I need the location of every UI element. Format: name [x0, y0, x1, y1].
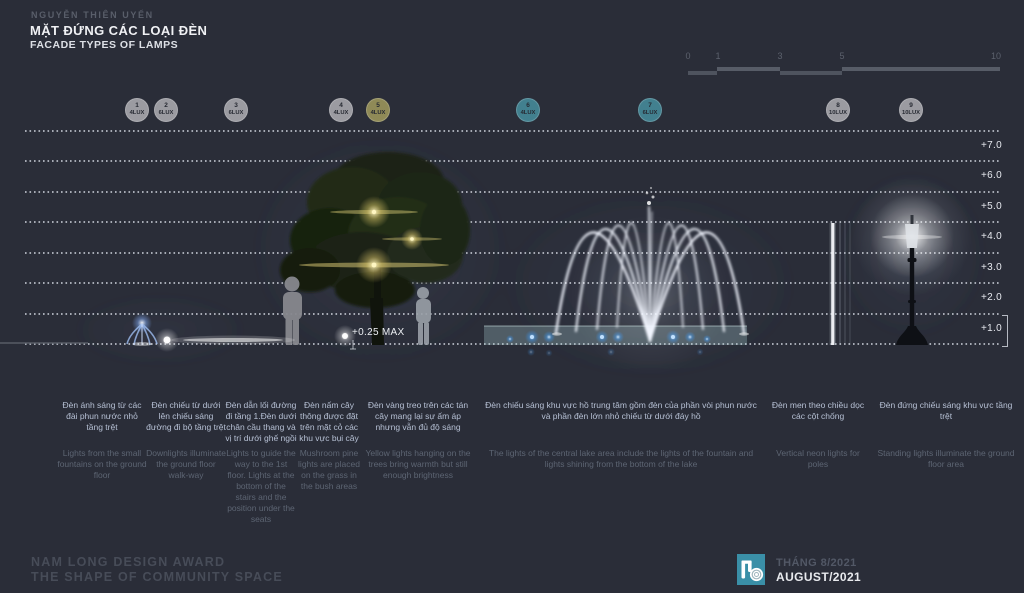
author-name: NGUYỄN THIÊN UYỂN — [31, 10, 154, 20]
badge-number: 1 — [135, 102, 139, 110]
badge-number: 9 — [909, 102, 913, 110]
badge-lux: 10LUX — [828, 109, 848, 116]
elevation-label: +7.0 — [981, 140, 1002, 151]
elevation-label: +5.0 — [981, 201, 1002, 212]
award-title: NAM LONG DESIGN AWARD — [31, 555, 226, 569]
elevation-label: +3.0 — [981, 262, 1002, 273]
lux-badge-5: 5 4LUX — [366, 98, 390, 122]
legend-text-vi: Đèn chiếu sáng khu vực hồ trung tâm gồm … — [485, 400, 757, 421]
scale-tick: 1 — [715, 51, 721, 61]
badge-lux: 4LUX — [129, 109, 145, 116]
legend-column-3: Đèn dẫn lối đường đi tầng 1.Đèn dưới châ… — [225, 400, 297, 525]
badge-lux: 4LUX — [370, 109, 386, 116]
human-silhouette-left — [283, 276, 302, 345]
legend-column-1: Đèn ánh sáng từ các đài phun nước nhỏ tầ… — [57, 400, 147, 481]
lux-badge-6: 6 4LUX — [516, 98, 540, 122]
badge-lux: 6LUX — [228, 109, 244, 116]
badge-lux: 6LUX — [158, 109, 174, 116]
page-subtitle: FACADE TYPES OF LAMPS — [30, 39, 179, 51]
legend-text-en: Vertical neon lights for poles — [776, 448, 860, 469]
badge-lux: 4LUX — [520, 109, 536, 116]
award-logo — [737, 554, 765, 585]
legend-text-vi: Đèn men theo chiều dọc các cột chống — [771, 400, 865, 421]
standing-lamp-illustration — [852, 176, 972, 345]
legend-column-6: Đèn chiếu sáng khu vực hồ trung tâm gồm … — [484, 400, 758, 470]
legend-text-vi: Đèn dẫn lối đường đi tầng 1.Đèn dưới châ… — [225, 400, 297, 443]
legend-text-vi: Đèn nấm cây thông được đặt trên mặt cỏ c… — [299, 400, 359, 443]
page-title: MẶT ĐỨNG CÁC LOẠI ĐÈN — [30, 23, 208, 38]
legend-column-4: Đèn nấm cây thông được đặt trên mặt cỏ c… — [296, 400, 362, 492]
badge-number: 2 — [164, 102, 168, 110]
small-fountain-illustration — [126, 313, 158, 346]
legend-text-en: Lights to guide the way to the 1st floor… — [226, 448, 296, 524]
legend-text-en: The lights of the central lake area incl… — [488, 448, 754, 469]
legend-column-7: Đèn men theo chiều dọc các cột chống Ver… — [766, 400, 870, 470]
scale-tick: 3 — [777, 51, 783, 61]
elevation-label: +6.0 — [981, 170, 1002, 181]
lux-badge-9: 9 10LUX — [899, 98, 923, 122]
scale-tick: 10 — [990, 51, 1002, 61]
legend-text-en: Downlights illuminate the ground floor w… — [146, 448, 226, 480]
award-subtitle: THE SHAPE OF COMMUNITY SPACE — [31, 570, 283, 584]
scale-bar-segment — [780, 71, 842, 75]
badge-lux: 4LUX — [333, 109, 349, 116]
date-vietnamese: THÁNG 8/2021 — [776, 557, 857, 569]
tree-illustration — [280, 152, 470, 345]
central-fountain-illustration — [552, 186, 749, 375]
human-silhouette-right — [416, 287, 431, 345]
elevation-bracket — [1002, 315, 1008, 347]
legend-text-vi: Đèn đứng chiếu sáng khu vực tầng trệt — [879, 400, 1013, 421]
legend-text-vi: Đèn vàng treo trên các tán cây mang lại … — [367, 400, 469, 432]
legend-text-vi: Đèn chiếu từ dưới lên chiếu sáng đường đ… — [146, 400, 226, 432]
scale-tick: 0 — [685, 51, 691, 61]
elevation-gridlines — [25, 130, 1000, 345]
lux-badge-3: 3 6LUX — [224, 98, 248, 122]
date-english: AUGUST/2021 — [776, 570, 862, 584]
tree-hanging-lights-glow — [299, 196, 449, 283]
mushroom-light-glow — [334, 325, 356, 350]
legend-column-8: Đèn đứng chiếu sáng khu vực tầng trệt St… — [874, 400, 1018, 470]
badge-number: 3 — [234, 102, 238, 110]
legend-text-en: Lights from the small fountains on the g… — [57, 448, 147, 480]
legend-text-en: Yellow lights hanging on the trees bring… — [365, 448, 471, 480]
neon-pole-lights — [829, 223, 851, 345]
walkway-light-glow — [155, 328, 295, 352]
lux-badge-2: 2 6LUX — [154, 98, 178, 122]
scale-bar-segment — [688, 71, 717, 75]
legend-column-5: Đèn vàng treo trên các tán cây mang lại … — [362, 400, 474, 481]
elevation-label: +2.0 — [981, 292, 1002, 303]
badge-number: 4 — [339, 102, 343, 110]
legend-text-en: Mushroom pine lights are placed on the g… — [298, 448, 360, 491]
max-height-annotation: +0.25 MAX — [352, 327, 405, 338]
scale-tick: 5 — [839, 51, 845, 61]
scale-bar-segment — [842, 67, 1000, 71]
badge-number: 6 — [526, 102, 530, 110]
lux-badge-7: 7 6LUX — [638, 98, 662, 122]
legend-column-2: Đèn chiếu từ dưới lên chiếu sáng đường đ… — [146, 400, 226, 481]
badge-number: 8 — [836, 102, 840, 110]
lux-badge-1: 1 4LUX — [125, 98, 149, 122]
badge-number: 5 — [376, 102, 380, 110]
elevation-label: +4.0 — [981, 231, 1002, 242]
lux-badge-8: 8 10LUX — [826, 98, 850, 122]
badge-lux: 10LUX — [901, 109, 921, 116]
elevation-label: +1.0 — [981, 323, 1002, 334]
legend-text-vi: Đèn ánh sáng từ các đài phun nước nhỏ tầ… — [62, 400, 142, 432]
legend-text-en: Standing lights illuminate the ground fl… — [877, 448, 1015, 469]
lux-badge-4: 4 4LUX — [329, 98, 353, 122]
scale-bar-segment — [717, 67, 780, 71]
badge-lux: 6LUX — [642, 109, 658, 116]
badge-number: 7 — [648, 102, 652, 110]
